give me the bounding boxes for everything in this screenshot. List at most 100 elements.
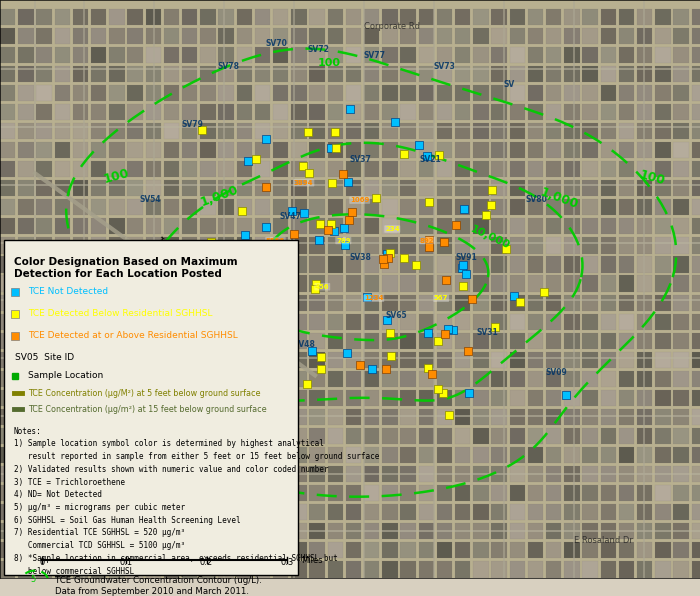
Bar <box>510 485 525 501</box>
Bar <box>346 123 361 139</box>
Point <box>260 182 272 192</box>
Bar <box>564 9 580 25</box>
Text: Commercial TCD SGHHSL = 5100 μg/m³: Commercial TCD SGHHSL = 5100 μg/m³ <box>14 541 185 550</box>
Bar <box>91 523 106 539</box>
Bar <box>692 66 700 82</box>
Bar <box>346 161 361 177</box>
Bar <box>309 542 325 558</box>
Bar <box>55 504 70 520</box>
Bar <box>0 123 15 139</box>
Bar <box>546 28 561 44</box>
Bar <box>18 104 34 120</box>
Bar <box>164 161 179 177</box>
Bar <box>419 142 434 159</box>
Bar <box>419 504 434 520</box>
Point <box>337 169 349 179</box>
Bar <box>182 352 197 368</box>
Bar <box>164 428 179 444</box>
Bar <box>73 466 88 482</box>
Point <box>433 337 444 346</box>
Bar <box>364 352 379 368</box>
Bar <box>328 9 343 25</box>
Bar <box>419 523 434 539</box>
Point <box>251 155 262 164</box>
Bar <box>619 104 634 120</box>
Text: 1,000: 1,000 <box>538 186 580 212</box>
Bar <box>582 161 598 177</box>
Bar <box>127 409 143 425</box>
Bar <box>255 66 270 82</box>
Bar <box>400 104 416 120</box>
Bar <box>437 390 452 406</box>
Bar <box>146 485 161 501</box>
Bar <box>200 46 216 63</box>
Bar <box>218 352 234 368</box>
Bar <box>36 46 52 63</box>
Bar <box>127 180 143 196</box>
Bar <box>510 85 525 101</box>
Bar <box>291 485 307 501</box>
Bar <box>109 46 125 63</box>
Bar <box>692 123 700 139</box>
Bar <box>528 28 543 44</box>
Bar <box>55 294 70 311</box>
Bar <box>18 542 34 558</box>
Bar <box>364 180 379 196</box>
Bar <box>382 161 398 177</box>
Bar <box>237 313 252 330</box>
Bar <box>364 142 379 159</box>
Bar <box>673 371 689 387</box>
Bar <box>546 428 561 444</box>
Text: 100: 100 <box>102 167 131 187</box>
Bar <box>218 294 234 311</box>
Bar <box>655 542 671 558</box>
Bar <box>655 199 671 215</box>
Bar <box>218 180 234 196</box>
Bar <box>109 28 125 44</box>
Bar <box>291 256 307 272</box>
Bar <box>455 313 470 330</box>
Bar <box>564 504 580 520</box>
Bar <box>346 409 361 425</box>
Bar <box>55 371 70 387</box>
Bar <box>91 561 106 578</box>
Bar <box>200 142 216 159</box>
Bar <box>473 352 489 368</box>
Bar <box>382 561 398 578</box>
Bar <box>255 142 270 159</box>
Bar <box>382 104 398 120</box>
Bar <box>473 142 489 159</box>
Bar <box>564 485 580 501</box>
Bar <box>601 352 616 368</box>
Bar <box>91 199 106 215</box>
Bar <box>255 9 270 25</box>
Bar <box>637 123 652 139</box>
Bar <box>146 66 161 82</box>
Bar <box>655 371 671 387</box>
Bar <box>673 161 689 177</box>
Bar <box>601 237 616 253</box>
Bar <box>655 313 671 330</box>
Bar <box>182 561 197 578</box>
Bar <box>146 313 161 330</box>
Bar <box>364 123 379 139</box>
Bar <box>673 561 689 578</box>
Bar <box>546 85 561 101</box>
Bar <box>91 333 106 349</box>
Bar <box>73 123 88 139</box>
Bar <box>582 313 598 330</box>
Bar <box>91 428 106 444</box>
Bar <box>328 447 343 463</box>
Bar <box>182 180 197 196</box>
Point <box>311 279 322 288</box>
Bar <box>692 333 700 349</box>
Bar <box>455 466 470 482</box>
Bar <box>309 85 325 101</box>
Bar <box>36 485 52 501</box>
Bar <box>400 485 416 501</box>
Bar <box>291 523 307 539</box>
Bar <box>673 104 689 120</box>
Point <box>382 253 393 262</box>
Bar <box>673 466 689 482</box>
Bar <box>419 161 434 177</box>
